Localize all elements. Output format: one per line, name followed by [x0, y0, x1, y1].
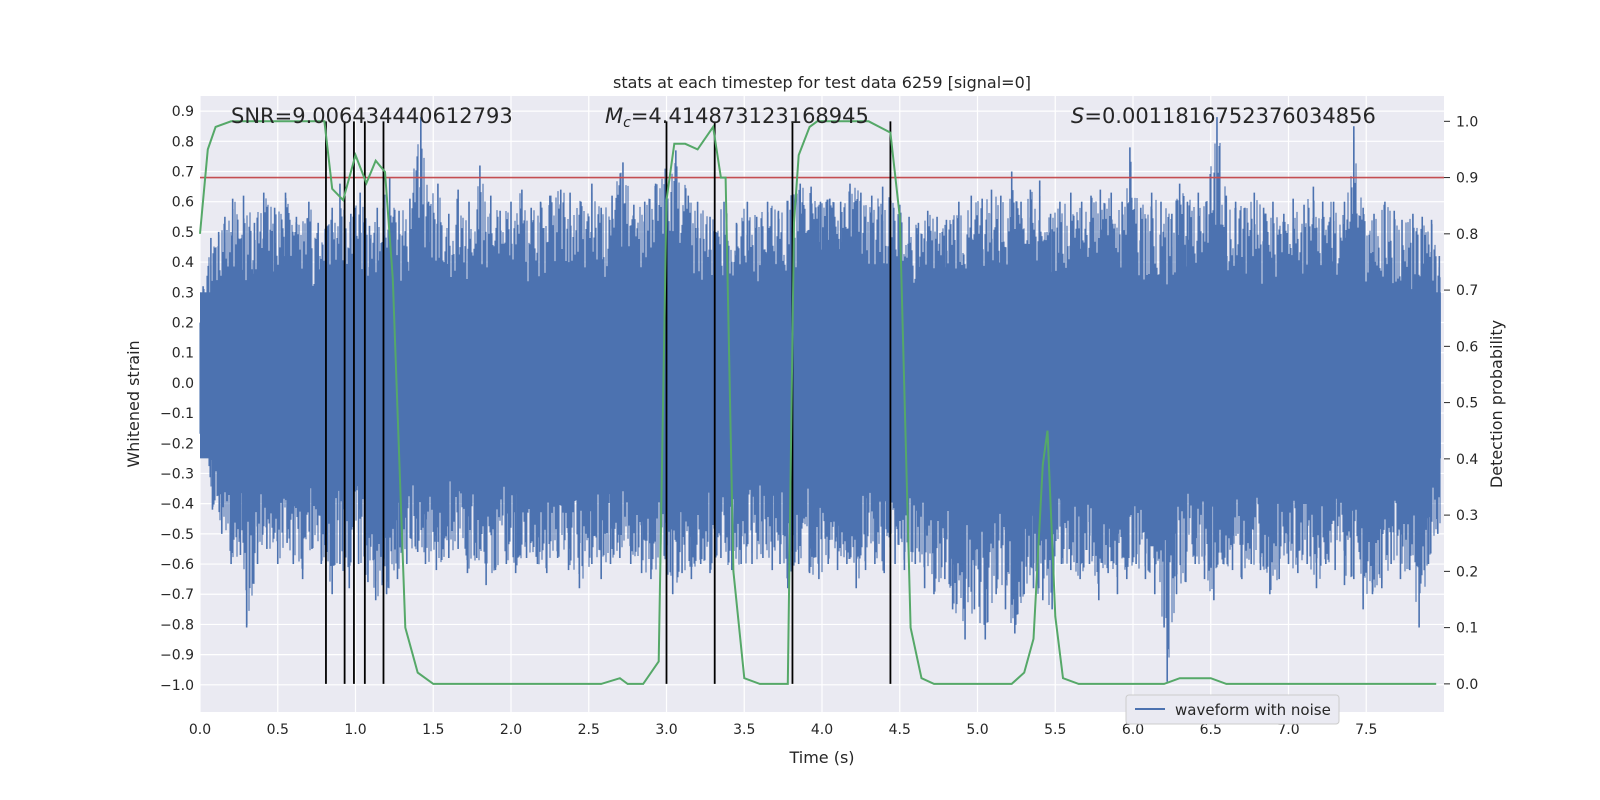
- waveform-series: [199, 117, 1441, 682]
- chart-title: stats at each timestep for test data 625…: [613, 73, 1031, 92]
- mc-value: =4.414873123168945: [631, 104, 869, 128]
- y-tick-label: −0.1: [160, 406, 194, 422]
- y2-tick-label: 0.3: [1456, 508, 1478, 524]
- y2-tick-label: 0.1: [1456, 621, 1478, 637]
- x-tick-label: 3.5: [733, 722, 755, 738]
- y-tick-label: 0.6: [172, 195, 194, 211]
- x-tick-label: 4.5: [889, 722, 911, 738]
- y-tick-label: −0.6: [160, 557, 194, 573]
- y2-tick-label: 0.4: [1456, 452, 1478, 468]
- x-tick-label: 5.5: [1044, 722, 1066, 738]
- x-tick-label: 0.5: [267, 722, 289, 738]
- y-tick-label: 0.0: [172, 376, 194, 392]
- y-tick-label: −0.5: [160, 527, 194, 543]
- y-tick-label: 0.8: [172, 134, 194, 150]
- y2-tick-label: 0.9: [1456, 171, 1478, 187]
- legend-box: [1125, 694, 1340, 725]
- x-tick-label: 7.5: [1355, 722, 1377, 738]
- y-tick-label: −1.0: [160, 678, 194, 694]
- y-tick-label: 0.1: [172, 346, 194, 362]
- x-tick-label: 3.0: [655, 722, 677, 738]
- y-tick-label: 0.7: [172, 164, 194, 180]
- x-axis-ticks: 0.0 0.5 1.0 1.5 2.0 2.5 3.0 3.5 4.0 4.5 5.0 5.5 6.0 6…: [189, 722, 1378, 738]
- y2-axis-ticks: 1.0 0.9 0.8 0.7 0.6 0.5 0.4 0.3 0.2 0.1 0.0: [1444, 114, 1478, 693]
- x-tick-label: 2.5: [578, 722, 600, 738]
- mc-subscript: c: [623, 115, 631, 131]
- legend-label: waveform with noise: [1175, 701, 1331, 719]
- y2-tick-label: 0.8: [1456, 227, 1478, 243]
- x-tick-label: 2.0: [500, 722, 522, 738]
- snr-annotation: SNR=9.006434440612793: [231, 104, 513, 128]
- s-value: =0.0011816752376034856: [1084, 104, 1376, 128]
- y2-tick-label: 0.0: [1456, 677, 1478, 693]
- x-tick-label: 1.0: [344, 722, 366, 738]
- probability-series: [199, 120, 1437, 685]
- x-tick-label: 6.0: [1122, 722, 1144, 738]
- x-tick-label: 1.5: [422, 722, 444, 738]
- y2-tick-label: 0.6: [1456, 339, 1478, 355]
- x-tick-label: 6.5: [1200, 722, 1222, 738]
- x-tick-label: 7.0: [1277, 722, 1299, 738]
- s-annotation: S=0.0011816752376034856: [1071, 104, 1376, 128]
- legend: waveform with noise: [1125, 694, 1340, 725]
- y-tick-label: 0.9: [172, 104, 194, 120]
- mc-annotation: Mc=4.414873123168945: [605, 104, 869, 131]
- x-tick-label: 4.0: [811, 722, 833, 738]
- s-symbol: S: [1071, 104, 1084, 128]
- y2-tick-label: 0.7: [1456, 283, 1478, 299]
- y-tick-label: 0.4: [172, 255, 194, 271]
- x-tick-label: 5.0: [966, 722, 988, 738]
- y-tick-label: −0.8: [160, 617, 194, 633]
- y-tick-label: −0.9: [160, 648, 194, 664]
- y-tick-label: −0.3: [160, 466, 194, 482]
- y2-axis-label: Detection probability: [1487, 320, 1506, 488]
- y-tick-label: 0.2: [172, 315, 194, 331]
- x-axis-label: Time (s): [788, 748, 854, 767]
- y2-tick-label: 0.2: [1456, 564, 1478, 580]
- y-tick-label: −0.2: [160, 436, 194, 452]
- mc-symbol: M: [605, 104, 623, 128]
- waveform-line: [199, 123, 1441, 658]
- y2-tick-label: 0.5: [1456, 396, 1478, 412]
- y-tick-label: −0.7: [160, 587, 194, 603]
- y-tick-label: 0.5: [172, 225, 194, 241]
- y-axis-ticks: 0.9 0.8 0.7 0.6 0.5 0.4 0.3 0.2 0.1 0.0 −0.1 −0.2 −0…: [160, 104, 194, 694]
- x-tick-label: 0.0: [189, 722, 211, 738]
- probability-line: [199, 120, 1437, 685]
- y-tick-label: −0.4: [160, 497, 194, 513]
- y2-tick-label: 1.0: [1456, 114, 1478, 130]
- y-tick-label: 0.3: [172, 285, 194, 301]
- y-axis-label: Whitened strain: [124, 340, 143, 467]
